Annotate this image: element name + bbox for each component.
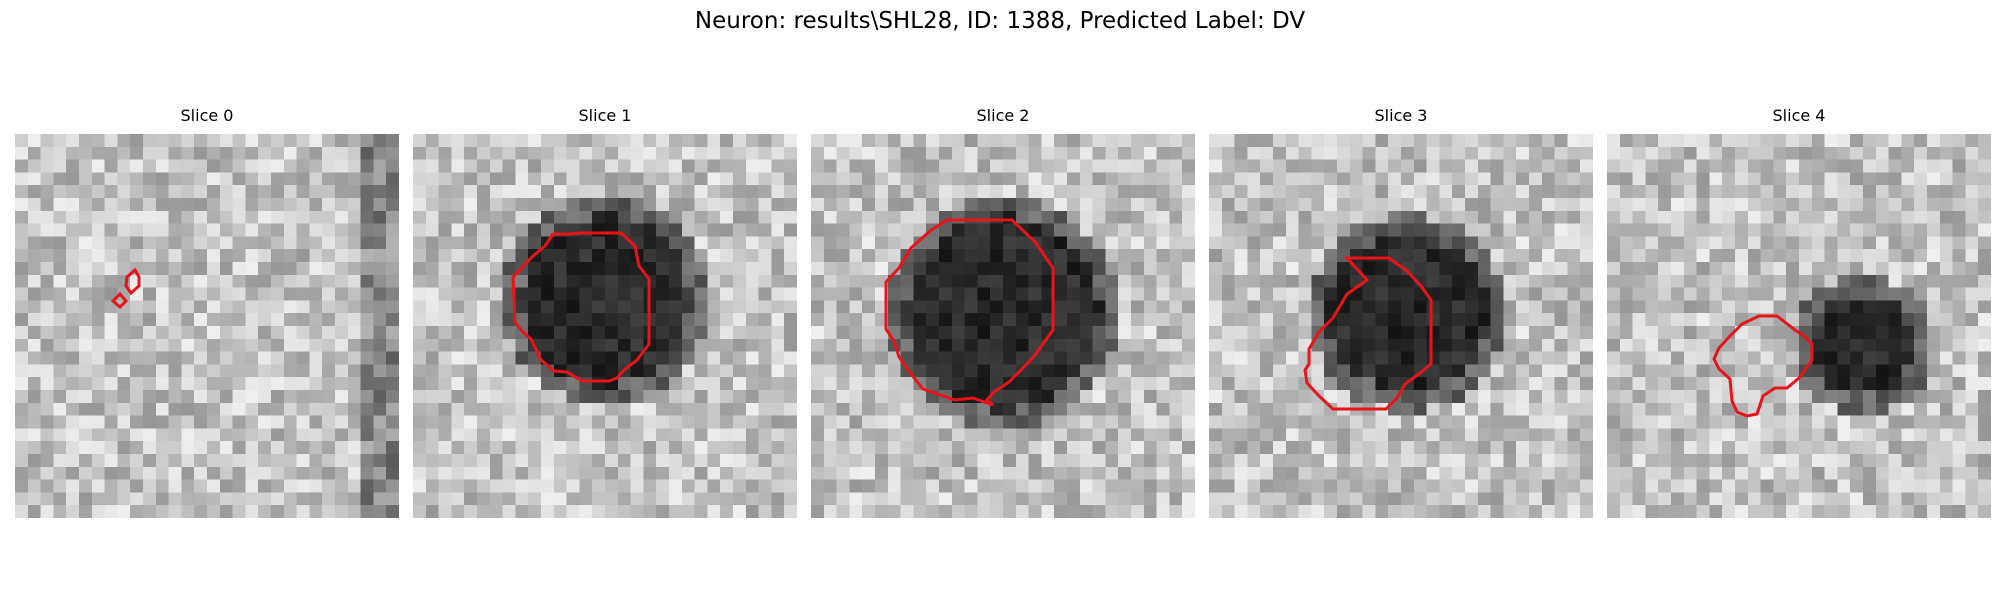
slice-title: Slice 3: [1374, 106, 1428, 125]
slice-title: Slice 0: [180, 106, 234, 125]
segmentation-contour: [1303, 256, 1433, 411]
segmentation-contour: [511, 231, 651, 383]
slice-title: Slice 4: [1772, 106, 1826, 125]
slice-image: [1607, 134, 1991, 518]
slice-panel-1: Slice 1: [413, 106, 797, 518]
slice-panel-3: Slice 3: [1209, 106, 1593, 518]
figure-title: Neuron: results\SHL28, ID: 1388, Predict…: [694, 8, 1306, 34]
slice-panel-0: Slice 0: [15, 106, 399, 518]
segmentation-contour: [1712, 314, 1814, 418]
slice-title: Slice 2: [976, 106, 1030, 125]
slice-title: Slice 1: [578, 106, 632, 125]
slice-image: [413, 134, 797, 518]
slice-image: [1209, 134, 1593, 518]
slice-panel-2: Slice 2: [811, 106, 1195, 518]
slice-image: [811, 134, 1195, 518]
segmentation-contour: [884, 218, 1055, 407]
slice-image: [15, 134, 399, 518]
segmentation-contour: [110, 267, 141, 310]
slice-panel-4: Slice 4: [1607, 106, 1991, 518]
